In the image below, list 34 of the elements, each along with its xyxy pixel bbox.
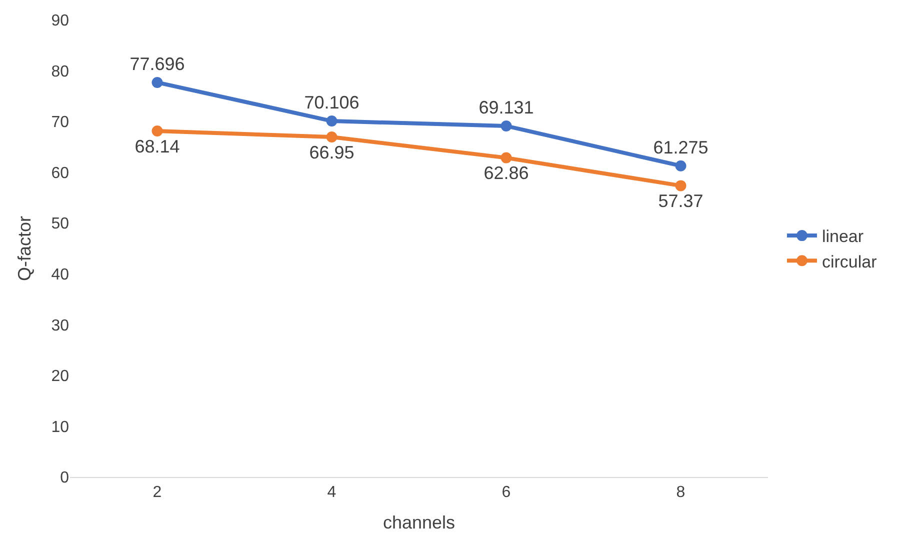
- legend-label: circular: [822, 252, 878, 272]
- y-tick-label: 50: [51, 216, 70, 233]
- x-tick-label: 8: [676, 484, 686, 502]
- x-tick-label: 6: [502, 484, 511, 502]
- data-label: 70.106: [304, 92, 360, 113]
- data-label: 57.37: [658, 191, 704, 212]
- x-tick-label: 2: [152, 484, 162, 502]
- y-tick-label: 90: [51, 12, 70, 30]
- x-axis-title: channels: [382, 512, 456, 532]
- y-tick-label: 80: [51, 63, 70, 80]
- point: [152, 126, 163, 136]
- data-label: 77.696: [130, 54, 185, 74]
- y-tick-label: 20: [51, 368, 70, 386]
- data-label: 69.131: [478, 98, 534, 118]
- y-tick-label: 70: [51, 114, 70, 132]
- data-label: 66.95: [309, 142, 354, 162]
- legend-label: linear: [822, 227, 864, 246]
- x-tick-label: 4: [327, 484, 336, 502]
- data-label: 61.275: [653, 137, 708, 158]
- point: [326, 132, 338, 143]
- y-tick-label: 60: [51, 164, 70, 182]
- point: [326, 116, 338, 127]
- y-tick-label: 10: [51, 418, 70, 436]
- y-tick-label: 30: [51, 317, 70, 334]
- point: [152, 76, 163, 88]
- point: [500, 152, 512, 164]
- data-label: 68.14: [134, 136, 180, 156]
- data-label: 62.86: [484, 163, 529, 184]
- y-tick-label: 40: [51, 266, 70, 284]
- point: [675, 180, 686, 192]
- y-axis-title: Q-factor: [14, 216, 34, 282]
- point: [500, 120, 512, 132]
- y-tick-label: 0: [60, 470, 70, 487]
- point: [675, 160, 686, 172]
